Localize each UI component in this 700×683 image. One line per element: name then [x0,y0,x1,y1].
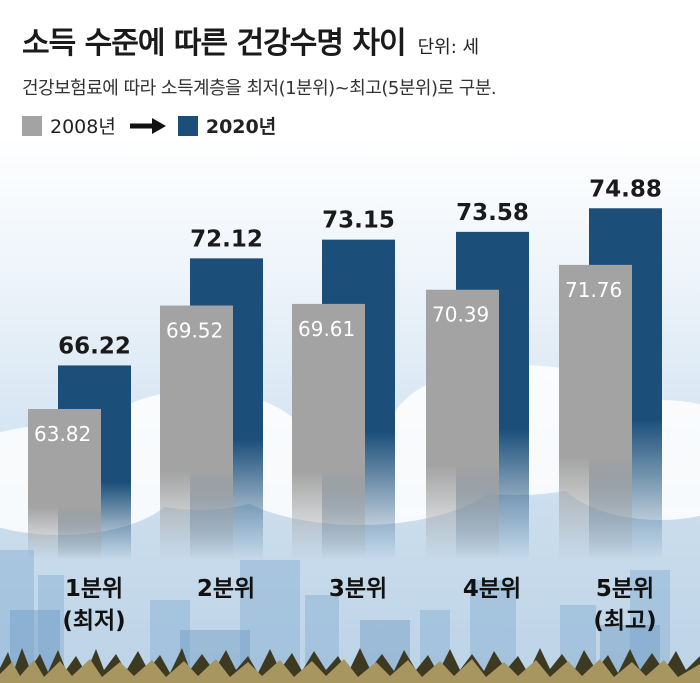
legend-swatch-2020 [177,115,198,136]
data-label-2008-3: 69.61 [298,317,355,341]
unit-label: 단위: 세 [417,37,480,58]
data-label-2020-4: 73.58 [456,200,529,226]
bar-2008-1 [28,408,101,560]
data-label-2008-2: 69.52 [166,319,223,343]
legend-label-2008: 2008년 [50,116,116,138]
chart-title: 소득 수준에 따른 건강수명 차이 [22,26,407,61]
data-label-2020-5: 74.88 [589,176,662,202]
data-label-2020-3: 73.15 [322,208,395,234]
grass-illustration [0,648,700,683]
bar-2008-4 [426,289,499,560]
bar-2008-5 [559,264,632,560]
data-label-2008-1: 63.82 [34,422,91,446]
data-label-2020-1: 66.22 [58,333,131,359]
data-label-2020-2: 72.12 [190,226,263,252]
data-label-2008-5: 71.76 [565,278,622,302]
chart-subtitle: 건강보험료에 따라 소득계층을 최저(1분위)~최고(5분위)로 구분. [22,78,497,99]
data-labels: 66.22 63.82 72.12 69.52 73.15 69.61 73.58 70.39… [34,176,662,446]
bar-2008-2 [160,305,233,560]
bar-2008-3 [292,303,365,560]
legend: 2008년 2020년 [22,112,276,139]
series-2008-bars [28,264,632,560]
legend-label-2020: 2020년 [205,116,277,138]
chart-header: 소득 수준에 따른 건강수명 차이 단위: 세 건강보험료에 따라 소득계층을 … [22,18,690,100]
data-label-2008-4: 70.39 [432,303,489,327]
right-arrow-icon [129,117,166,134]
legend-swatch-2008 [22,115,42,136]
